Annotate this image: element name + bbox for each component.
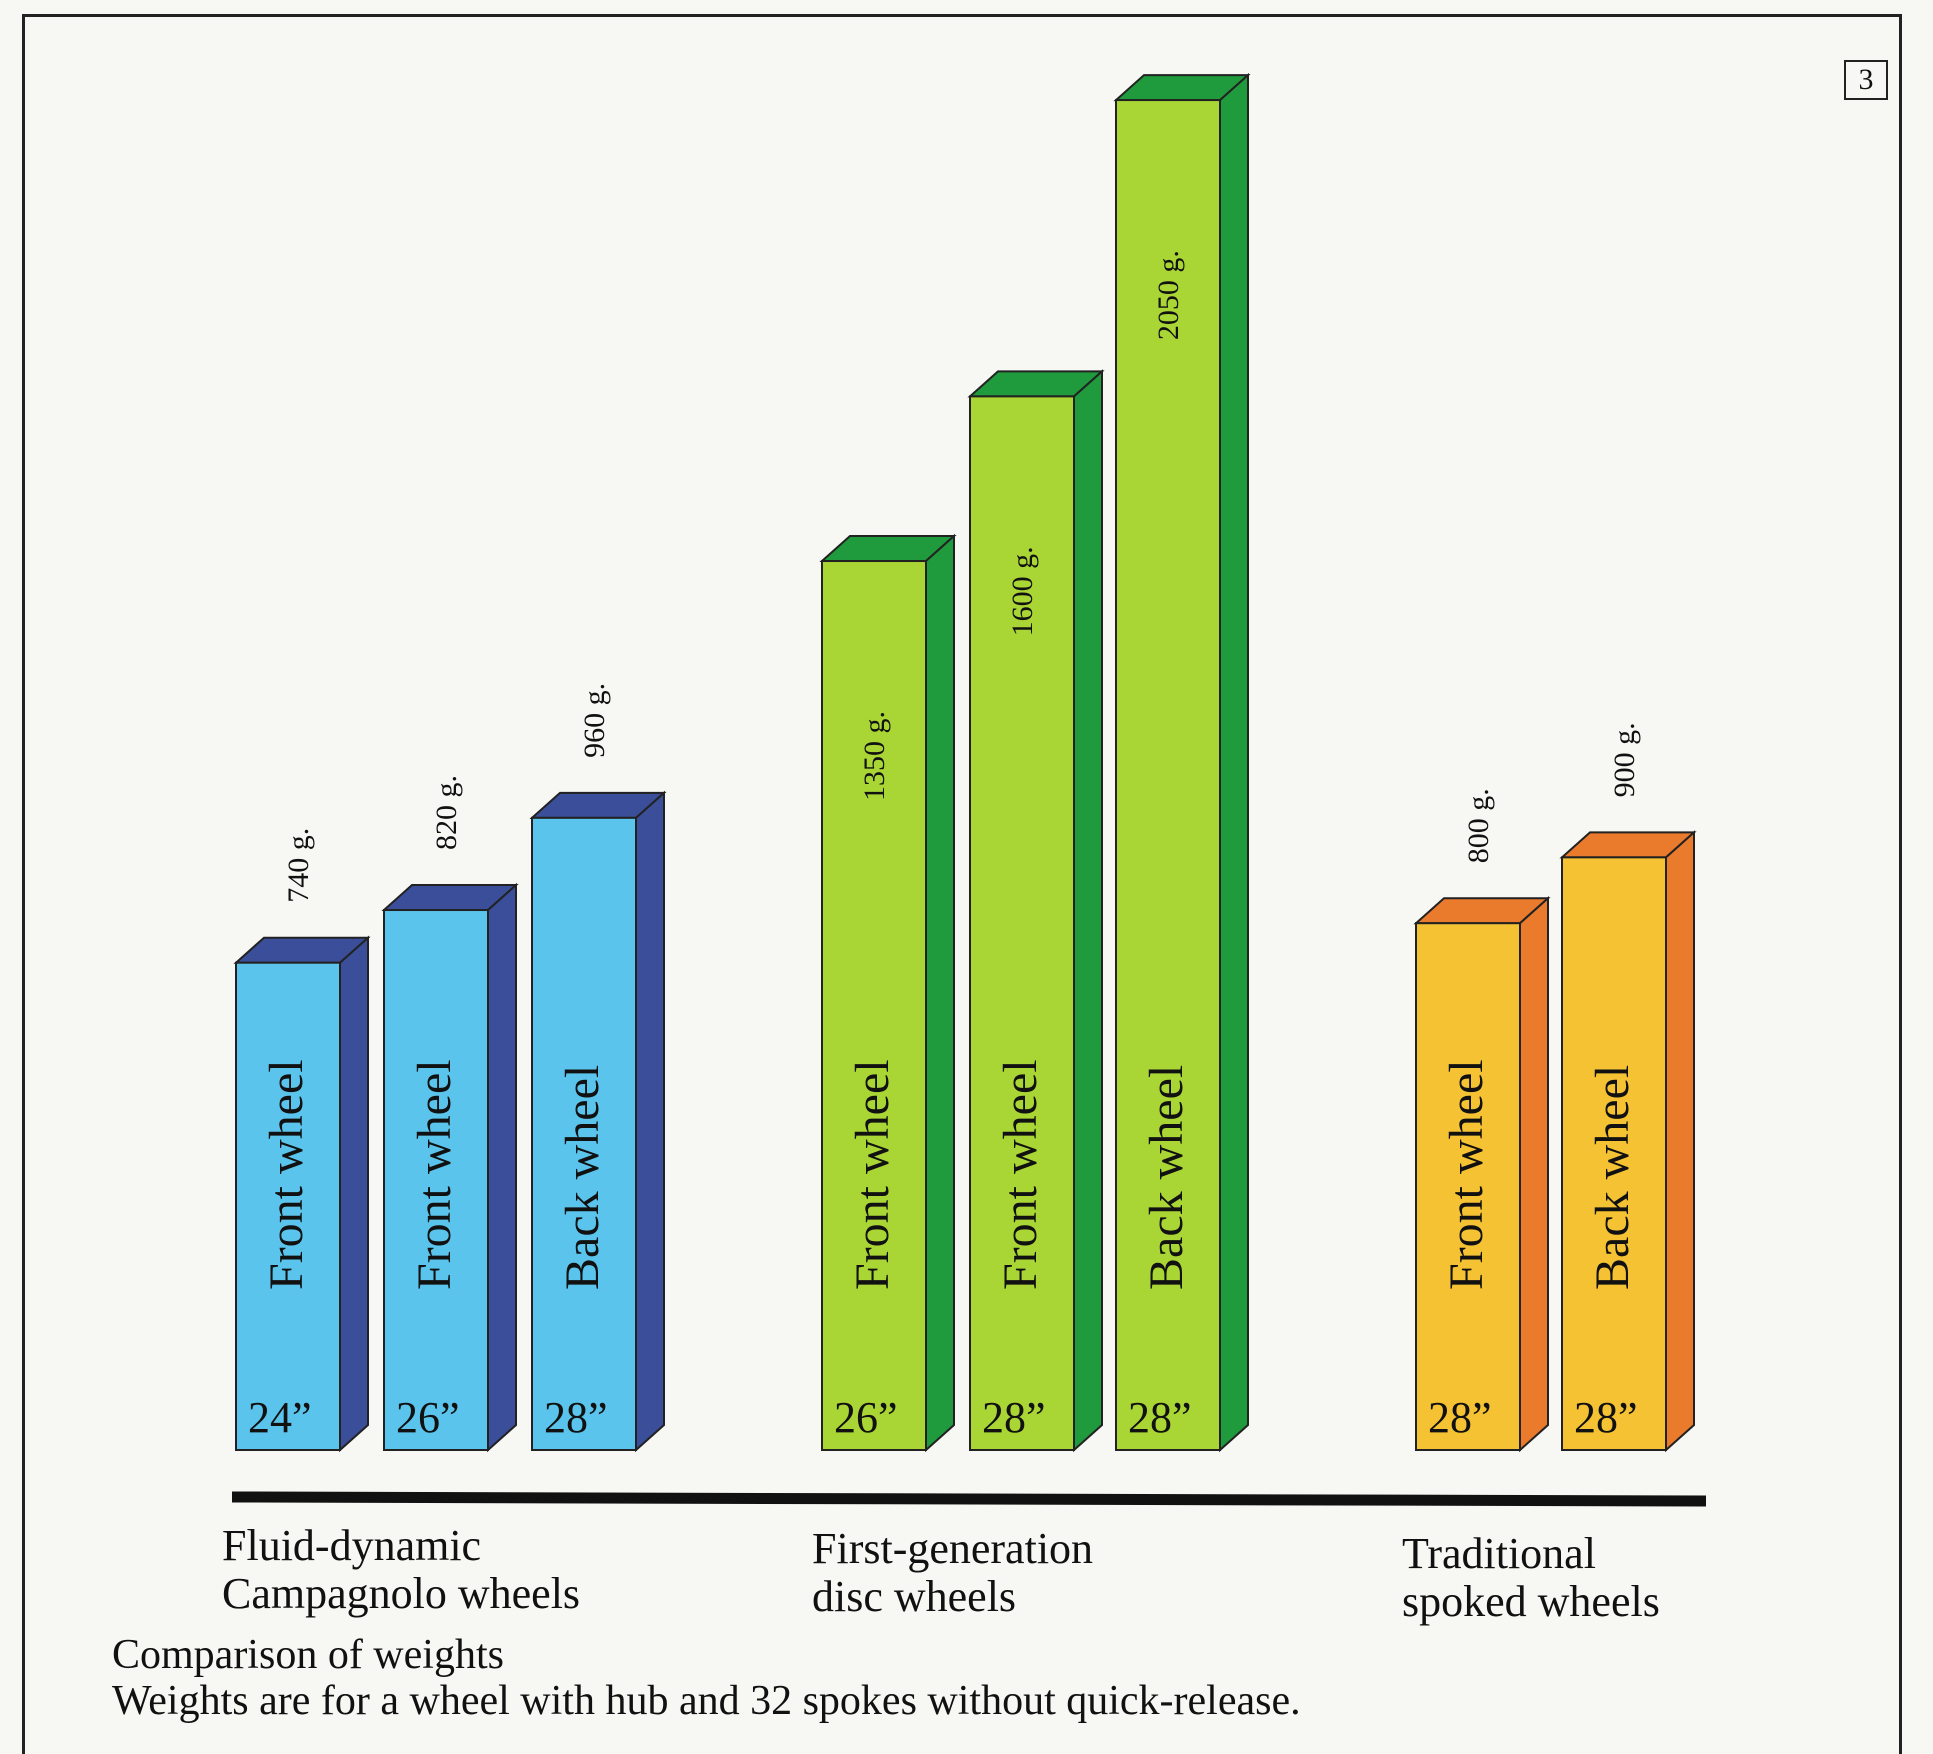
bar-disc-1: Front wheel 28” 1600 g. [967, 369, 1105, 1453]
bar-wheel-label: Front wheel [1440, 1059, 1493, 1290]
bar-front-face [821, 560, 927, 1451]
bar-fluid-1: Front wheel 26” 820 g. [381, 775, 519, 1453]
bar-size-label: 26” [834, 1393, 898, 1442]
bar-wheel-label: Back wheel [1586, 1065, 1639, 1290]
bar-wheel-label: Front wheel [408, 1059, 461, 1290]
bar-front-face [969, 395, 1075, 1451]
bar-spoked-1: Back wheel 28” 900 g. [1559, 722, 1697, 1453]
bar-value-label: 820 g. [430, 775, 463, 850]
bar-side-face [1665, 830, 1695, 1453]
bar-wheel-label: Back wheel [1140, 1065, 1193, 1290]
bar-size-label: 28” [1428, 1393, 1492, 1442]
bar-front-face [1415, 922, 1521, 1451]
group-baseline [231, 1491, 1707, 1507]
bar-size-label: 28” [982, 1393, 1046, 1442]
caption-note: Weights are for a wheel with hub and 32 … [112, 1678, 1301, 1724]
bars-layer: Front wheel 24” 740 g. Front wheel 26” 820 g.… [233, 72, 1697, 1453]
bar-wheel-label: Back wheel [556, 1065, 609, 1290]
bar-side-face [1073, 369, 1103, 1453]
group-label-spoked: Traditional spoked wheels [1402, 1530, 1660, 1626]
group-label-line: disc wheels [812, 1572, 1017, 1621]
bar-disc-0: Front wheel 26” 1350 g. [819, 533, 957, 1453]
bar-size-label: 24” [248, 1393, 312, 1442]
bar-value-label: 900 g. [1608, 722, 1641, 797]
bar-disc-2: Back wheel 28” 2050 g. [1113, 72, 1251, 1453]
bar-value-label: 1350 g. [858, 711, 891, 801]
bar-front-face [1561, 856, 1667, 1451]
bar-size-label: 26” [396, 1393, 460, 1442]
bar-spoked-0: Front wheel 28” 800 g. [1413, 788, 1551, 1453]
bar-side-face [1519, 895, 1549, 1453]
bar-front-face [1115, 99, 1221, 1452]
group-label-line: Campagnolo wheels [222, 1569, 581, 1618]
bar-front-face [235, 961, 341, 1452]
bar-side-face [1219, 72, 1249, 1453]
figure-caption: Comparison of weights Weights are for a … [112, 1632, 1301, 1724]
bar-size-label: 28” [1128, 1393, 1192, 1442]
bar-side-face [487, 882, 517, 1453]
figure-frame [22, 14, 1902, 1754]
bar-wheel-label: Front wheel [260, 1059, 313, 1290]
bar-fluid-0: Front wheel 24” 740 g. [233, 828, 371, 1453]
group-label-disc: First-generation disc wheels [812, 1525, 1093, 1621]
bar-size-label: 28” [1574, 1393, 1638, 1442]
caption-title: Comparison of weights [112, 1632, 504, 1678]
bar-size-label: 28” [544, 1393, 608, 1442]
bar-side-face [635, 790, 665, 1453]
bar-value-label: 800 g. [1462, 788, 1495, 863]
group-label-line: Fluid-dynamic [222, 1521, 482, 1570]
group-label-fluid-dynamic: Fluid-dynamic Campagnolo wheels [222, 1522, 580, 1618]
bar-side-face [339, 935, 369, 1453]
bar-value-label: 2050 g. [1152, 250, 1185, 340]
bar-fluid-2: Back wheel 28” 960 g. [529, 683, 667, 1453]
bar-front-face [531, 816, 637, 1451]
group-label-line: First-generation [812, 1524, 1094, 1573]
bar-wheel-label: Front wheel [994, 1059, 1047, 1290]
bar-value-label: 1600 g. [1006, 546, 1039, 636]
group-label-line: Traditional [1402, 1529, 1596, 1578]
bar-value-label: 960 g. [578, 683, 611, 758]
bar-front-face [383, 909, 489, 1451]
bar-side-face [925, 533, 955, 1453]
bar-wheel-label: Front wheel [846, 1059, 899, 1290]
group-label-line: spoked wheels [1402, 1577, 1660, 1626]
bar-value-label: 740 g. [282, 828, 315, 903]
figure-number: 3 [1844, 60, 1888, 100]
